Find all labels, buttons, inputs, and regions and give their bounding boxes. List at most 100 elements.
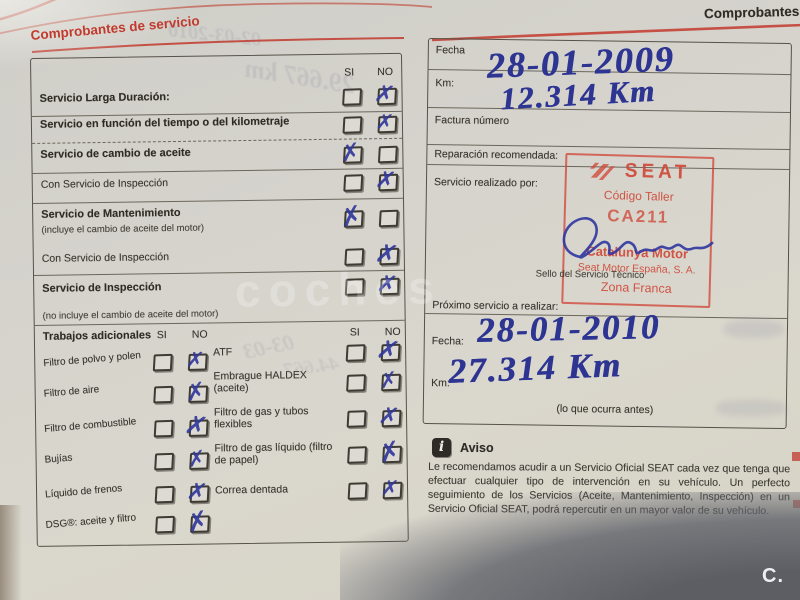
aviso-title: Aviso [460,441,494,455]
pen-x-mark: ✗ [184,376,208,407]
fecha2-value-handwritten: 28-01-2010 [476,307,661,350]
service-record-box: Fecha 28-01-2009 Km: 12.314 Km Factura n… [422,38,792,430]
fecha2-label: Fecha: [431,335,464,348]
checkbox [342,116,363,134]
column-header-si: SI [344,66,355,79]
additional-item-label: Filtro de gas líquido (filtro de papel) [214,440,333,467]
additional-item-label: ATF [213,346,233,359]
reparacion-label: Reparación recomendada: [434,148,559,162]
pen-x-mark: ✗ [184,347,206,373]
checkbox [155,515,176,534]
checkbox-checked: ✗ [372,80,398,109]
checkbox [153,419,174,438]
km-label: Km: [435,77,455,90]
photo-shadow [340,492,800,600]
checkbox [342,88,363,106]
pen-x-mark: ✗ [184,477,210,507]
checkbox [377,145,398,164]
service-sublabel: (incluye el cambio de aceite del motor) [41,222,205,236]
pen-x-mark: ✗ [372,79,398,109]
table-edge-left [0,505,22,600]
additional-item-label: Filtro de combustible [43,416,137,436]
checkbox [154,485,175,504]
checkbox-checked: ✗ [187,445,210,472]
additional-item-label: Correa dentada [214,483,289,497]
red-edge-mark [792,452,800,461]
column-header-no: NO [191,328,208,341]
bleed-through-mark [724,320,784,338]
checkbox-checked: ✗ [185,477,210,506]
service-checklist-box: SI NO Servicio Larga Duración: ✗ Servicio en… [30,52,409,547]
pen-x-mark: ✗ [372,237,402,271]
pen-x-mark: ✗ [186,445,207,473]
checkbox [153,385,174,404]
pen-x-mark: ✗ [183,504,212,540]
service-label: Servicio en función del tiempo o del kil… [39,115,290,131]
additional-item-label: Filtro de aire [43,384,100,400]
checkbox-checked: ✗ [185,347,208,372]
checkbox-checked: ✗ [374,333,403,366]
checkbox-checked: ✗ [372,237,401,270]
pen-x-mark: ✗ [378,366,399,394]
checkbox-checked: ✗ [184,377,209,407]
pen-x-mark: ✗ [373,165,399,195]
additional-item-label: Filtro de polvo y polen [42,350,142,370]
page-header: Comprobantes [703,3,800,22]
column-header-si: SI [349,326,360,339]
factura-label: Factura número [434,114,510,128]
column-header-no: NO [377,65,394,79]
corner-label: C. [762,565,784,587]
additional-item-label: Bujías [44,452,73,466]
column-header-si: SI [156,329,167,342]
checkbox [344,248,365,266]
service-label: Servicio de Inspección [42,281,162,295]
checkbox-checked: ✗ [373,166,399,195]
fecha-label: Fecha [435,44,466,57]
checkbox [346,374,367,392]
checkbox-checked: ✗ [374,110,398,135]
service-label: Servicio de Mantenimiento [41,206,181,221]
page-curl-highlight [0,0,190,70]
checkbox-checked: ✗ [379,367,402,393]
checkbox [346,410,367,428]
pen-x-mark: ✗ [338,137,362,168]
additional-item-label: Filtro de gas y tubos flexibles [213,405,309,431]
pen-x-mark: ✗ [375,434,404,470]
checkbox [343,174,364,192]
stamp-brand: SEAT [624,160,691,184]
dealer-stamp: SEAT Código Taller CA211 Catalunya Motor… [561,152,715,308]
km2-value-handwritten: 27.314 Km [447,345,623,391]
pen-x-mark: ✗ [374,269,400,299]
checkbox-checked: ✗ [338,199,365,234]
info-icon: i [432,438,451,457]
checkbox-checked: ✗ [376,435,403,470]
km2-label: Km: [431,377,450,390]
additional-item-label: Embrague HALDEX (aceite) [213,369,307,395]
pen-x-mark: ✗ [373,333,403,367]
additional-title: Trabajos adicionales [42,329,152,343]
checkbox-checked: ✗ [375,269,400,299]
pen-x-mark: ✗ [376,401,402,431]
pen-x-mark: ✗ [181,409,211,443]
checkbox [347,446,368,464]
seat-logo-icon [590,162,616,180]
service-label: Servicio Larga Duración: [39,91,170,105]
stamp-location: Zona Franca [600,279,672,296]
service-label: Servicio de cambio de aceite [40,146,191,161]
checkbox-checked: ✗ [182,409,211,442]
additional-item-label: Líquido de frenos [44,483,123,501]
servicio-realizado-label: Servicio realizado por: [433,176,538,190]
service-label: Con Servicio de Inspección [40,177,169,191]
divider [34,269,405,276]
stamp-codigo-taller: Código Taller [603,187,674,204]
checkbox [152,353,173,372]
checkbox [345,344,366,362]
pen-x-mark: ✗ [374,109,396,135]
bleed-through-mark [716,400,786,416]
checkbox [344,278,365,296]
signature-scribble [562,217,714,259]
divider [32,167,403,174]
service-sublabel: (no incluye el cambio de aceite del moto… [42,308,219,322]
checkbox-checked: ✗ [376,401,402,431]
